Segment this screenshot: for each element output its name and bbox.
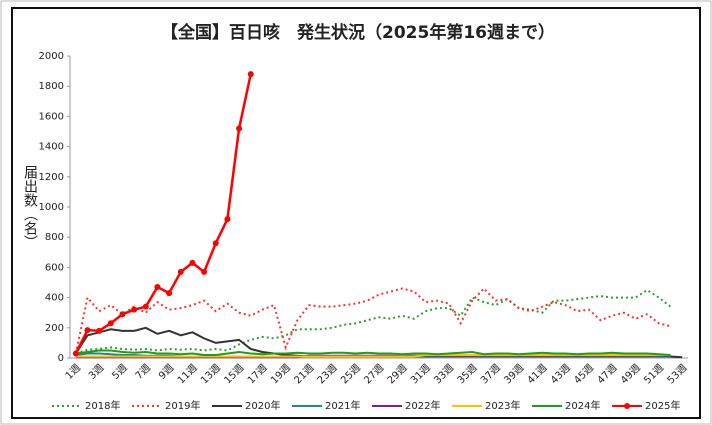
chart-frame: [11, 7, 701, 419]
data-point: [247, 71, 254, 78]
data-point: [189, 259, 196, 266]
data-point: [236, 125, 243, 132]
y-axis-label: 届出数（名）: [22, 165, 38, 249]
data-point: [142, 303, 149, 310]
y-tick-label: 2000: [39, 51, 64, 62]
data-point: [72, 350, 79, 357]
legend-label: 2018年: [85, 399, 120, 412]
legend-label: 2019年: [165, 399, 200, 412]
legend-label: 2024年: [565, 399, 600, 412]
y-tick-label: 600: [45, 262, 64, 273]
series-line: [75, 288, 672, 355]
series-line: [74, 287, 671, 354]
y-tick-label: 1800: [39, 81, 64, 92]
series-line: [75, 349, 671, 356]
legend-marker: [624, 403, 630, 409]
y-tick-label: 1600: [39, 111, 64, 122]
data-point: [154, 284, 161, 291]
data-point: [119, 311, 126, 318]
y-tick-label: 1000: [39, 202, 64, 213]
data-point: [224, 216, 231, 223]
data-point: [96, 327, 103, 334]
legend-label: 2021年: [325, 399, 360, 412]
data-point: [131, 306, 138, 313]
y-tick-label: 400: [45, 293, 64, 304]
data-point: [166, 290, 173, 297]
data-point: [107, 320, 114, 327]
data-point: [212, 240, 219, 247]
data-point: [201, 268, 208, 275]
y-tick-label: 1400: [39, 142, 64, 153]
legend-label: 2020年: [245, 399, 280, 412]
chart-title: 【全国】百日咳 発生状況（2025年第16週まで）: [161, 22, 555, 43]
series-line: [75, 353, 671, 358]
y-tick-label: 0: [58, 353, 64, 364]
y-tick-label: 800: [45, 232, 64, 243]
y-tick-label: 1200: [39, 172, 64, 183]
legend-label: 2022年: [405, 399, 440, 412]
data-point: [177, 268, 184, 275]
series-line: [74, 73, 252, 355]
y-tick-label: 200: [45, 323, 64, 334]
data-point: [84, 327, 91, 334]
legend-label: 2025年: [645, 399, 680, 412]
legend-label: 2023年: [485, 399, 520, 412]
